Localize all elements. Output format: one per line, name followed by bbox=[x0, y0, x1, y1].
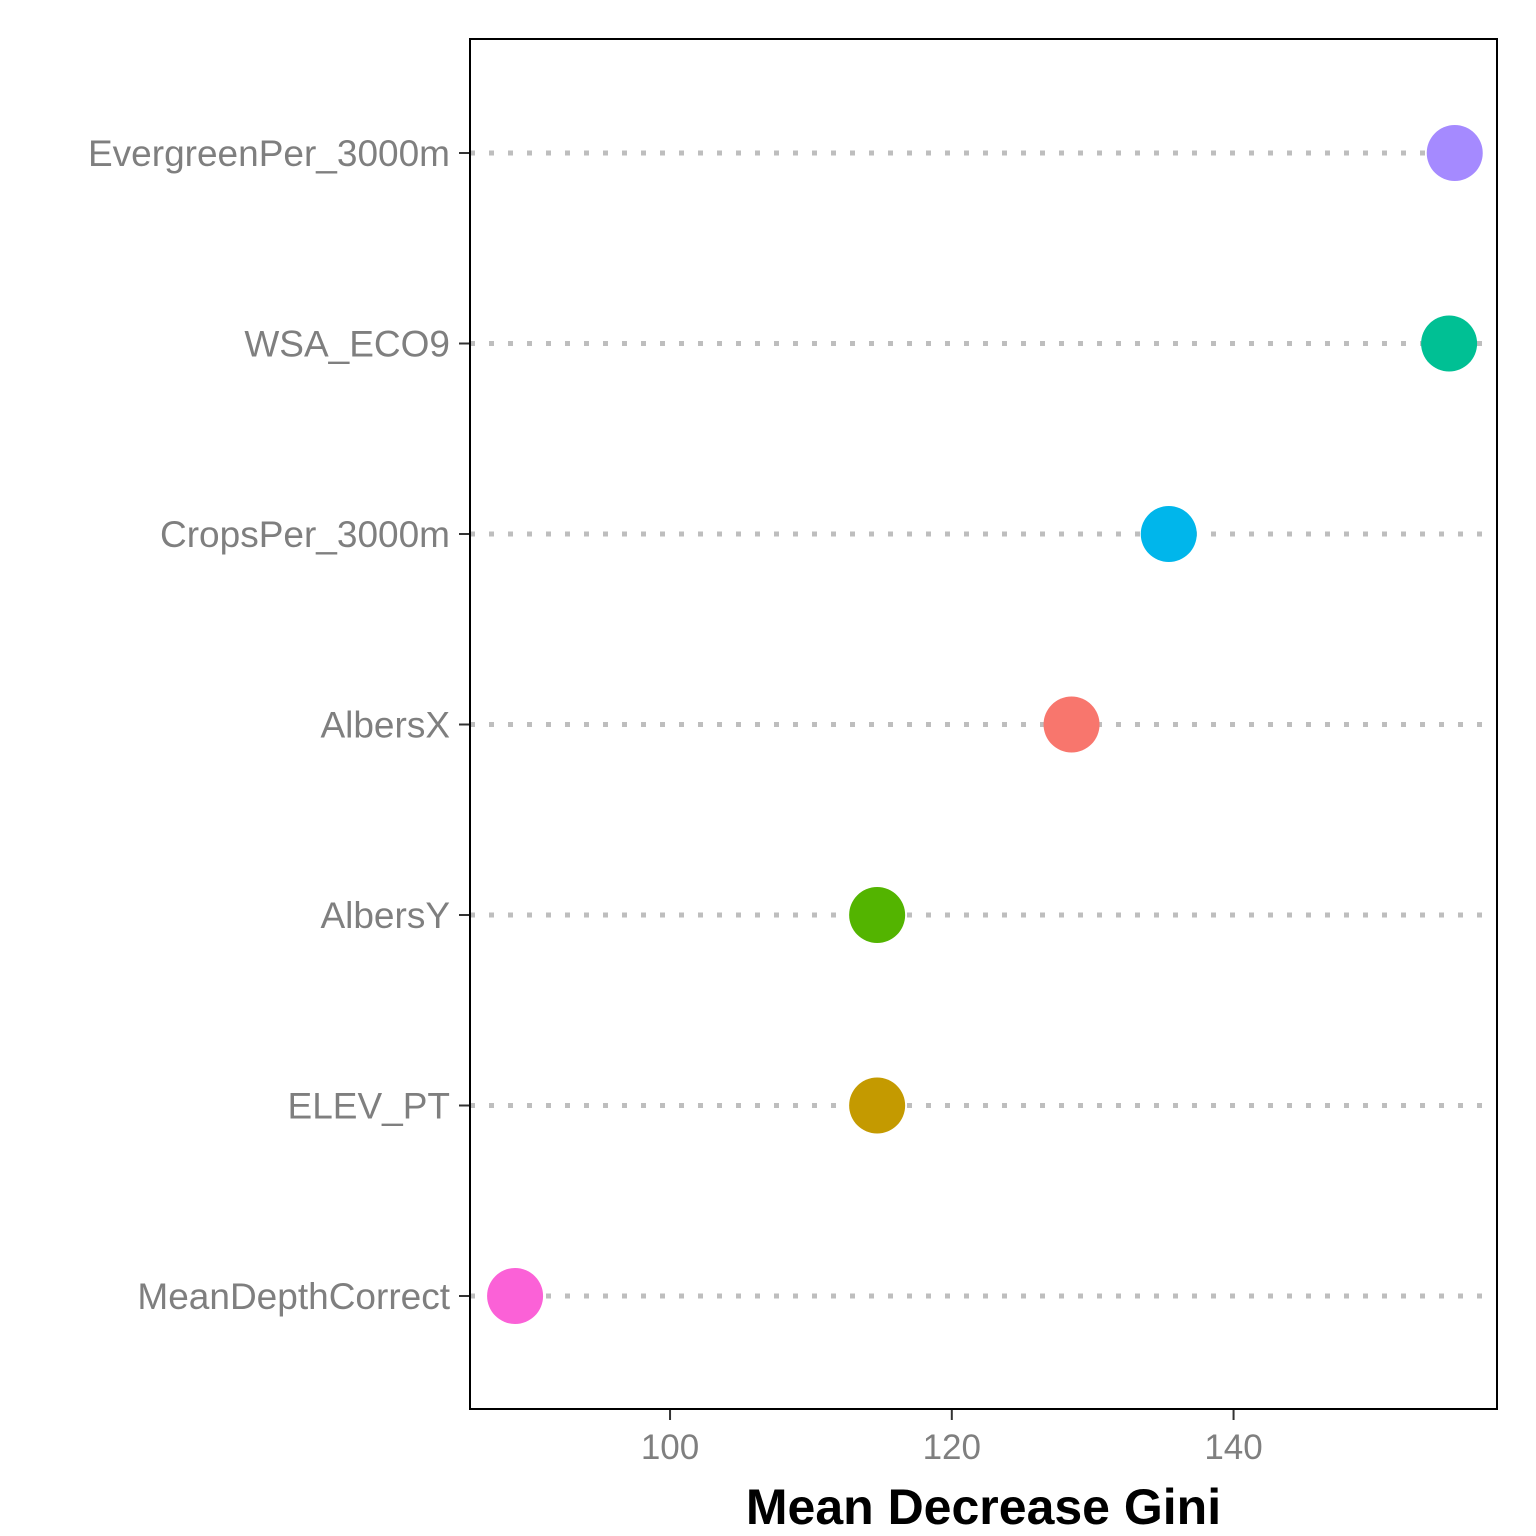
grid-lines bbox=[470, 150, 1497, 1299]
data-point bbox=[1140, 506, 1197, 562]
y-tick-label: WSA_ECO9 bbox=[244, 324, 450, 365]
x-tick-label: 140 bbox=[1204, 1428, 1262, 1467]
plot-panel-border bbox=[469, 38, 1498, 1410]
y-tick-label: MeanDepthCorrect bbox=[137, 1276, 450, 1317]
y-axis: EvergreenPer_3000m WSA_ECO9 CropsPer_3000m… bbox=[88, 133, 470, 1317]
y-tick-label: AlbersX bbox=[320, 705, 450, 746]
x-tick-label: 100 bbox=[641, 1428, 699, 1467]
x-axis-title: Mean Decrease Gini bbox=[746, 1479, 1221, 1535]
data-point bbox=[487, 1268, 544, 1324]
data-point bbox=[1043, 696, 1100, 753]
data-point bbox=[1421, 315, 1478, 372]
x-axis: 100 120 140 bbox=[641, 1409, 1263, 1467]
data-point bbox=[849, 887, 906, 943]
y-tick-label: AlbersY bbox=[320, 895, 450, 936]
data-point bbox=[849, 1077, 906, 1134]
y-tick-label: ELEV_PT bbox=[288, 1086, 450, 1127]
y-tick-label: CropsPer_3000m bbox=[160, 514, 450, 555]
data-point bbox=[1426, 125, 1483, 181]
data-points bbox=[487, 125, 1483, 1324]
y-tick-label: EvergreenPer_3000m bbox=[88, 133, 450, 174]
x-tick-label: 120 bbox=[923, 1428, 981, 1467]
